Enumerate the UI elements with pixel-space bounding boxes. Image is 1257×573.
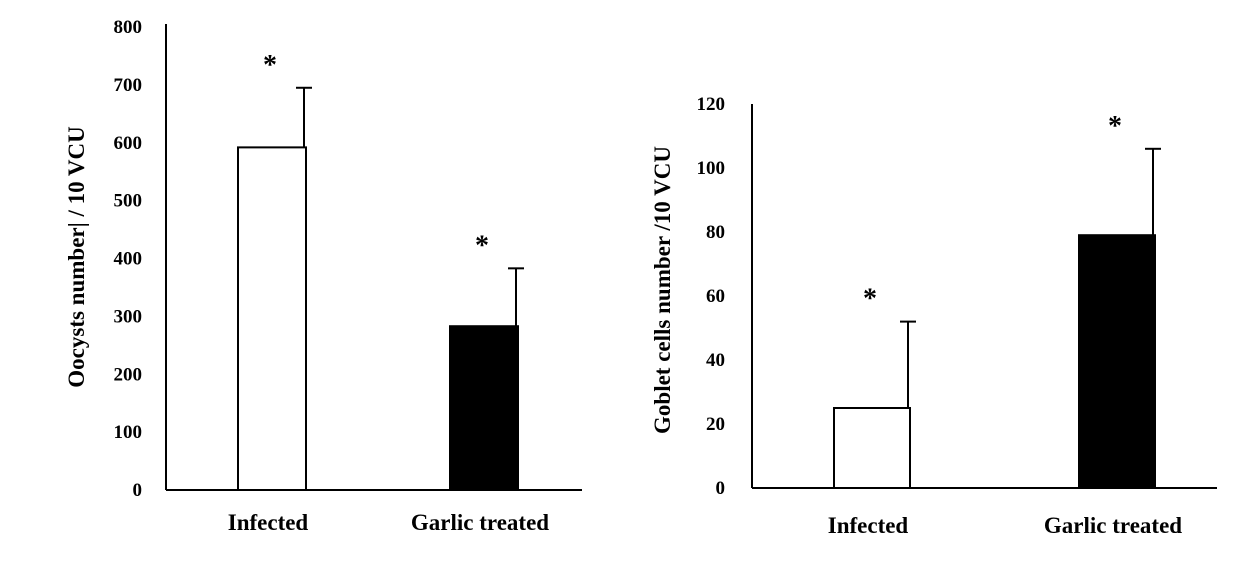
bar-infected	[237, 146, 307, 491]
y-tick-label: 200	[114, 364, 143, 385]
oocysts-chart: 0 100 200 300 400 500 600 700 800 Oocysts number|…	[64, 17, 582, 535]
y-tick-label: 100	[114, 422, 143, 443]
y-axis-label: Goblet cells number /10 VCU	[650, 146, 675, 434]
significance-marker: *	[263, 50, 277, 81]
significance-marker: *	[1108, 111, 1122, 142]
y-tick-label: 20	[706, 414, 725, 435]
bar-garlic-treated	[449, 325, 519, 491]
y-tick-label: 40	[706, 350, 725, 371]
category-label: Infected	[228, 510, 309, 535]
y-tick-label: 400	[114, 249, 143, 270]
y-tick-label: 300	[114, 306, 143, 327]
y-tick-label: 0	[716, 478, 726, 499]
category-label: Garlic treated	[411, 510, 549, 535]
bar-garlic-treated	[1078, 234, 1156, 489]
y-tick-label: 600	[114, 133, 143, 154]
y-tick-label: 120	[697, 94, 726, 115]
y-tick-label: 800	[114, 17, 143, 38]
significance-marker: *	[475, 230, 489, 261]
category-label: Garlic treated	[1044, 513, 1182, 538]
category-label: Infected	[828, 513, 909, 538]
bar-infected	[833, 407, 911, 489]
y-tick-label: 80	[706, 222, 725, 243]
significance-marker: *	[863, 284, 877, 315]
y-tick-label: 100	[697, 158, 726, 179]
y-axis-label: Oocysts number| / 10 VCU	[64, 126, 89, 388]
y-tick-label: 0	[133, 480, 143, 501]
goblet-cells-chart: 0 20 40 60 80 100 120 Goblet cells number /10 V…	[650, 94, 1217, 538]
y-tick-label: 500	[114, 191, 143, 212]
y-tick-label: 700	[114, 75, 143, 96]
y-tick-label: 60	[706, 286, 725, 307]
